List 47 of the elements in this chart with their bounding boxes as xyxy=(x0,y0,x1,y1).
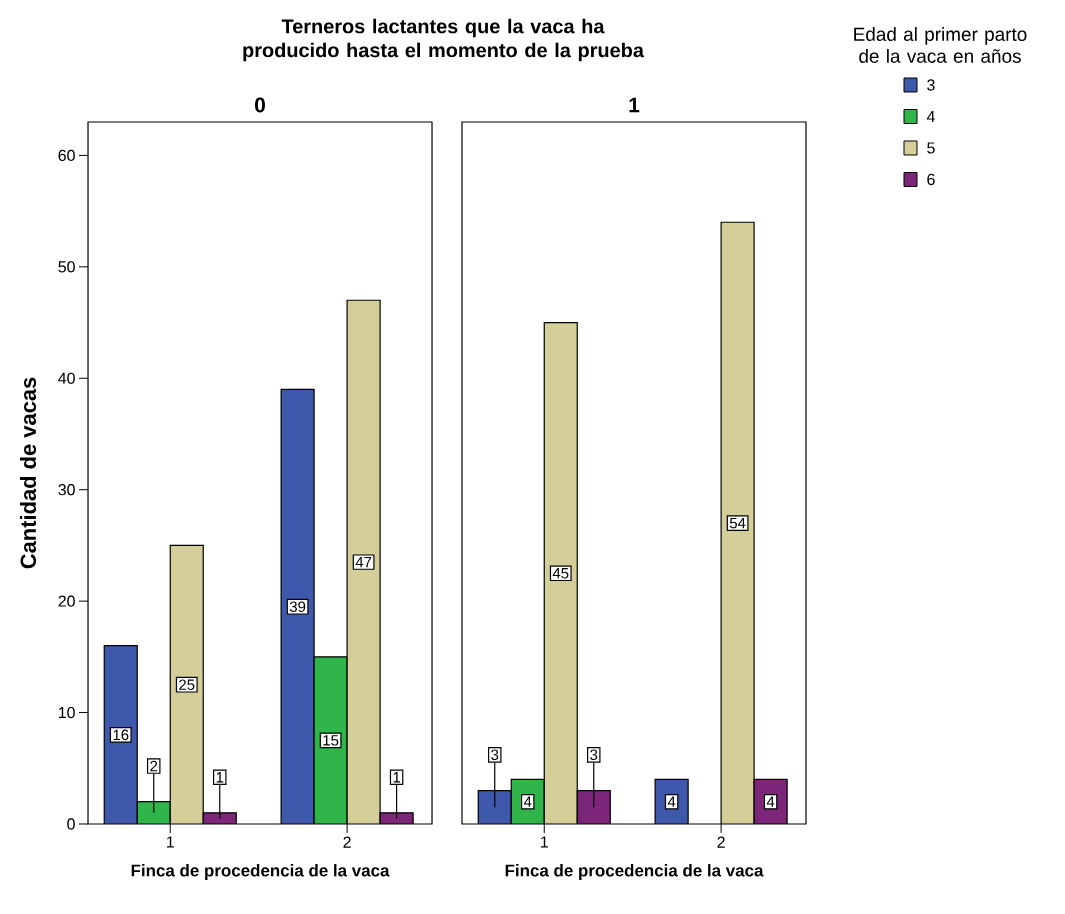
x-tick-label: 1 xyxy=(167,836,174,848)
data-label: 2 xyxy=(150,760,158,772)
y-tick-label: 0 xyxy=(67,818,75,830)
chart-title: 0 xyxy=(255,97,265,113)
data-label: 1 xyxy=(216,772,224,783)
data-label: 3 xyxy=(590,749,598,761)
chart-title: 1 xyxy=(629,97,640,113)
data-label: 4 xyxy=(523,796,532,807)
x-axis-title: Finca de procedencia de la vaca xyxy=(505,864,764,880)
y-tick-label: 10 xyxy=(58,706,75,719)
bar xyxy=(169,544,204,824)
y-tick-label: 50 xyxy=(58,261,75,273)
x-tick-label: 1 xyxy=(541,836,548,848)
data-label: 15 xyxy=(323,735,339,746)
bar xyxy=(103,645,138,824)
x-tick-label: 2 xyxy=(717,836,725,848)
bar xyxy=(136,801,171,824)
data-label: 45 xyxy=(552,568,569,579)
data-label: 3 xyxy=(491,749,499,761)
x-tick-label: 2 xyxy=(343,836,351,848)
data-label: 1 xyxy=(393,772,401,783)
data-label: 16 xyxy=(113,729,129,741)
y-tick-label: 40 xyxy=(58,372,75,384)
legend-title: Edad al primer parto de la vaca en años xyxy=(854,27,1027,63)
bar xyxy=(576,789,611,824)
y-tick-label: 20 xyxy=(58,595,75,607)
bar xyxy=(280,388,315,824)
legend-label: 5 xyxy=(927,142,935,154)
legend-label: 3 xyxy=(927,79,935,91)
bar xyxy=(346,299,381,824)
data-label: 39 xyxy=(289,601,306,612)
data-label: 4 xyxy=(667,796,676,807)
bar xyxy=(543,321,578,824)
legend-label: 6 xyxy=(927,173,935,186)
data-label: 54 xyxy=(729,517,746,529)
bar xyxy=(313,656,348,824)
data-label: 47 xyxy=(355,556,372,568)
data-label: 25 xyxy=(179,679,195,690)
bar xyxy=(720,221,755,824)
y-axis-title: Cantidad de vacas xyxy=(19,377,37,569)
bar xyxy=(477,789,512,824)
y-tick-label: 60 xyxy=(58,149,75,162)
y-tick-label: 30 xyxy=(58,484,75,496)
text: Terneros lactantes que la vaca ha producido hasta el momento de la prueba xyxy=(243,18,645,62)
legend-label: 4 xyxy=(926,111,935,122)
x-axis-title: Finca de procedencia de la vaca xyxy=(131,864,390,880)
data-label: 4 xyxy=(766,796,775,807)
